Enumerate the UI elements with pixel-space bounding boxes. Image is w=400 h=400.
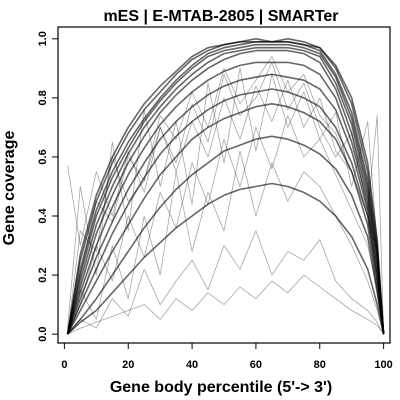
series-line-10	[66, 103, 385, 335]
y-tick-label: 0.0	[37, 326, 49, 341]
y-tick-label: 0.6	[37, 149, 49, 164]
series-line-7	[66, 61, 385, 335]
x-axis: 0 20 40 60 80 100	[61, 343, 393, 371]
x-tick-label: 100	[374, 359, 392, 371]
y-tick-label: 1.0	[37, 31, 49, 46]
series-line-2	[66, 40, 385, 335]
x-tick-label: 60	[250, 359, 262, 371]
y-tick-label: 0.2	[37, 267, 49, 282]
y-axis: 0.0 0.2 0.4 0.6 0.8 1.0	[37, 31, 58, 342]
x-axis-label: Gene body percentile (5'-> 3')	[110, 379, 332, 396]
series-line-6	[66, 37, 385, 335]
x-tick-label: 20	[122, 359, 134, 371]
y-tick-label: 0.4	[37, 207, 49, 223]
y-axis-label: Gene coverage	[1, 131, 18, 246]
series-line-11	[66, 135, 385, 335]
x-tick-label: 0	[61, 359, 67, 371]
x-tick-label: 40	[186, 359, 198, 371]
series-line-14	[67, 67, 384, 335]
series-line-16	[67, 230, 384, 335]
series-line-3	[66, 43, 385, 335]
series-line-19	[67, 274, 384, 335]
series-line-4	[66, 46, 385, 335]
x-tick-label: 80	[314, 359, 326, 371]
series-line-5	[66, 49, 385, 335]
series-line-13	[67, 79, 384, 335]
series-lines	[66, 37, 385, 335]
series-line-15	[67, 150, 384, 335]
series-line-9	[66, 88, 385, 335]
y-tick-label: 0.8	[37, 90, 49, 105]
series-line-12	[67, 182, 385, 335]
plot-frame	[57, 26, 391, 344]
series-line-8	[66, 73, 385, 335]
series-line-18	[67, 115, 384, 335]
series-line-20	[67, 56, 384, 335]
series-line-17	[67, 62, 384, 335]
chart-title: mES | E-MTAB-2805 | SMARTer	[103, 8, 338, 25]
